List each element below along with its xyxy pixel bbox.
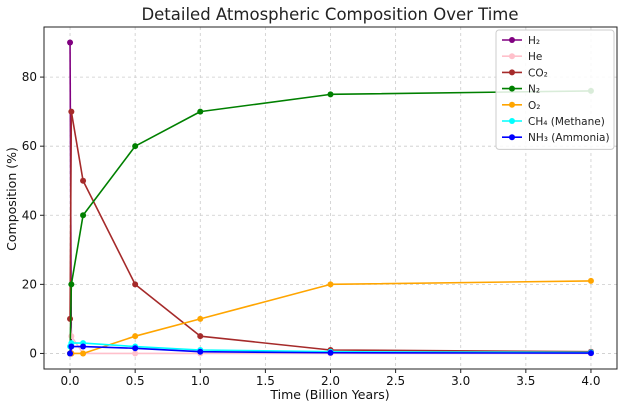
legend-marker (509, 69, 515, 76)
data-point-co (68, 108, 75, 115)
y-axis-label: Composition (%) (4, 147, 19, 251)
series-n (67, 87, 594, 357)
legend-label: He (528, 51, 542, 63)
legend-item: He (502, 51, 542, 63)
y-tick-label: 40 (22, 208, 37, 222)
y-tick-label: 60 (22, 139, 37, 153)
legend-item: N₂ (502, 84, 540, 96)
data-point-nh-ammonia (587, 350, 594, 357)
legend-box (495, 29, 615, 150)
x-axis-label: Time (Billion Years) (269, 387, 389, 402)
legend-item: O₂ (502, 100, 540, 112)
legend-marker (509, 118, 515, 124)
data-point-nh-ammonia (132, 345, 139, 352)
data-point-nh-ammonia (197, 348, 204, 355)
data-point-o (587, 277, 594, 284)
y-tick-label: 80 (22, 70, 37, 84)
x-tick-label: 4.0 (581, 374, 600, 388)
legend-marker (509, 37, 515, 43)
data-point-n (80, 212, 87, 219)
legend-label: O₂ (528, 100, 540, 112)
x-tick-label: 3.0 (451, 374, 470, 388)
chart-title: Detailed Atmospheric Composition Over Ti… (141, 5, 518, 24)
legend-marker (509, 101, 515, 108)
data-point-co (80, 177, 87, 184)
data-point-he (132, 350, 139, 357)
x-tick-label: 1.5 (256, 374, 275, 388)
legend-marker (509, 85, 515, 92)
legend-item: CH₄ (Methane) (502, 116, 605, 128)
data-point-o (197, 315, 204, 322)
series-nh-ammonia (67, 343, 594, 357)
data-point-n (327, 91, 334, 98)
legend-label: H₂ (528, 35, 540, 47)
legend-item: H₂ (502, 35, 540, 47)
legend: H₂ He CO₂ N₂ O₂ CH₄ (Methane) NH₃ (Ammonia) (495, 29, 615, 150)
legend-label: N₂ (528, 84, 540, 96)
data-point-nh-ammonia (80, 343, 87, 350)
legend-marker (509, 134, 515, 141)
x-tick-label: 1.0 (191, 374, 210, 388)
axis-ticks: 0.0 0.5 1.0 1.5 2.0 2.5 3.0 3.5 4.0 0 20 40 60 80 (22, 70, 601, 388)
data-point-nh-ammonia (327, 349, 334, 356)
legend-item: NH₃ (Ammonia) (502, 132, 610, 144)
legend-item: CO₂ (502, 67, 548, 79)
data-point-o (132, 333, 139, 340)
y-tick-label: 20 (22, 277, 37, 291)
data-point-n (132, 143, 139, 150)
series-layer (67, 39, 594, 357)
data-point-h (67, 39, 74, 46)
data-point-nh-ammonia (67, 350, 74, 357)
data-point-n (197, 108, 204, 115)
legend-label: CO₂ (528, 67, 548, 79)
legend-marker (509, 53, 515, 60)
data-point-co (197, 333, 204, 340)
x-tick-label: 0.0 (60, 374, 79, 388)
x-tick-label: 2.0 (321, 374, 340, 388)
data-point-co (132, 281, 139, 288)
data-point-nh-ammonia (68, 343, 75, 350)
data-point-he (68, 333, 75, 340)
y-tick-label: 0 (29, 346, 37, 360)
data-point-o (80, 350, 87, 357)
x-tick-label: 3.5 (516, 374, 535, 388)
x-tick-label: 2.5 (386, 374, 405, 388)
data-point-o (327, 281, 334, 288)
legend-label: NH₃ (Ammonia) (528, 132, 610, 144)
data-point-n (68, 281, 75, 288)
x-tick-label: 0.5 (126, 374, 145, 388)
legend-label: CH₄ (Methane) (528, 116, 605, 128)
